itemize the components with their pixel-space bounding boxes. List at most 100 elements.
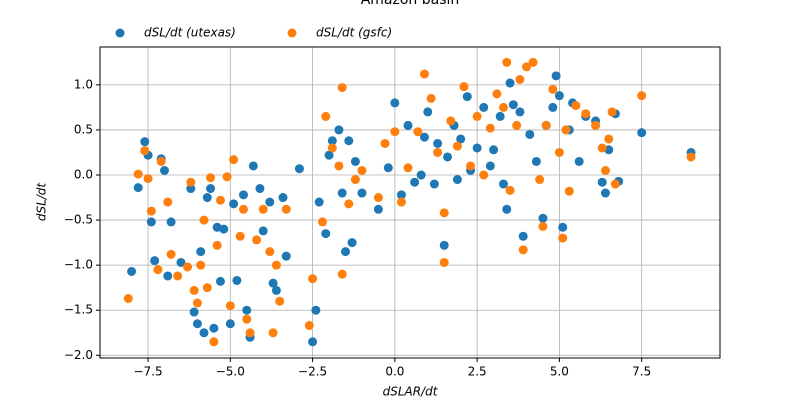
scatter-point: [426, 93, 436, 103]
scatter-point: [554, 147, 564, 157]
scatter-point: [518, 245, 528, 255]
scatter-point: [166, 217, 176, 227]
scatter-point: [610, 179, 620, 189]
legend-marker: [287, 28, 297, 38]
scatter-point: [238, 204, 248, 214]
y-tick-label: 1.0: [74, 77, 93, 91]
scatter-point: [597, 143, 607, 153]
scatter-point: [410, 177, 420, 187]
scatter-point: [294, 164, 304, 174]
scatter-point: [140, 146, 150, 156]
scatter-point: [153, 265, 163, 275]
y-tick-label: −0.5: [64, 213, 93, 227]
scatter-point: [189, 285, 199, 295]
scatter-point: [327, 136, 337, 146]
scatter-point: [515, 107, 525, 117]
scatter-point: [222, 172, 232, 182]
scatter-point: [403, 120, 413, 130]
scatter-point: [337, 188, 347, 198]
scatter-point: [541, 120, 551, 130]
scatter-point: [538, 221, 548, 231]
scatter-point: [321, 229, 331, 239]
scatter-point: [183, 262, 193, 272]
y-tick-label: 0.5: [74, 122, 93, 136]
scatter-point: [225, 301, 235, 311]
y-tick-label: −2.0: [64, 348, 93, 362]
scatter-point: [212, 240, 222, 250]
scatter-point: [278, 193, 288, 203]
scatter-point: [357, 188, 367, 198]
scatter-point: [258, 226, 268, 236]
scatter-point: [423, 107, 433, 117]
scatter-point: [242, 305, 252, 315]
scatter-point: [485, 123, 495, 133]
scatter-point: [498, 179, 508, 189]
scatter-point: [176, 257, 186, 267]
scatter-point: [232, 275, 242, 285]
scatter-point: [574, 156, 584, 166]
scatter-point: [189, 307, 199, 317]
scatter-point: [140, 137, 150, 147]
scatter-point: [196, 260, 206, 270]
scatter-point: [334, 161, 344, 171]
scatter-point: [163, 271, 173, 281]
scatter-point: [373, 193, 383, 203]
scatter-point: [505, 78, 515, 88]
scatter-point: [528, 57, 538, 67]
scatter-point: [637, 91, 647, 101]
scatter-point: [150, 256, 160, 266]
scatter-point: [350, 156, 360, 166]
scatter-point: [419, 132, 429, 142]
scatter-point: [456, 134, 466, 144]
scatter-point: [127, 266, 137, 276]
scatter-point: [535, 175, 545, 185]
scatter-point: [308, 274, 318, 284]
scatter-point: [429, 179, 439, 189]
scatter-point: [133, 183, 143, 193]
scatter-point: [248, 161, 258, 171]
scatter-point: [600, 188, 610, 198]
scatter-point: [258, 204, 268, 214]
scatter-point: [344, 136, 354, 146]
scatter-point: [558, 233, 568, 243]
plot-frame: [99, 46, 721, 359]
y-tick-label: −1.0: [64, 258, 93, 272]
scatter-point: [146, 206, 156, 216]
scatter-point: [561, 125, 571, 135]
scatter-point: [439, 257, 449, 267]
scatter-point: [327, 143, 337, 153]
scatter-point: [314, 197, 324, 207]
scatter-point: [548, 84, 558, 94]
scatter-point: [304, 321, 314, 331]
scatter-point: [252, 235, 262, 245]
scatter-point: [202, 193, 212, 203]
scatter-point: [229, 155, 239, 165]
scatter-point: [199, 328, 209, 338]
scatter-point: [265, 197, 275, 207]
scatter-point: [396, 197, 406, 207]
scatter-point: [133, 169, 143, 179]
scatter-point: [525, 129, 535, 139]
scatter-point: [597, 177, 607, 187]
scatter-point: [416, 170, 426, 180]
scatter-point: [452, 175, 462, 185]
scatter-point: [600, 165, 610, 175]
scatter-point: [268, 328, 278, 338]
scatter-point: [281, 204, 291, 214]
scatter-point: [206, 173, 216, 183]
scatter-point: [173, 271, 183, 281]
scatter-point: [686, 152, 696, 162]
scatter-point: [581, 109, 591, 119]
scatter-point: [186, 184, 196, 194]
scatter-point: [156, 156, 166, 166]
scatter-point: [452, 141, 462, 151]
scatter-point: [472, 143, 482, 153]
scatter-point: [443, 152, 453, 162]
scatter-point: [202, 283, 212, 293]
scatter-point: [396, 190, 406, 200]
scatter-point: [186, 177, 196, 187]
scatter-point: [433, 138, 443, 148]
x-tick-label: 5.0: [550, 365, 569, 379]
scatter-point: [146, 217, 156, 227]
scatter-point: [538, 213, 548, 223]
